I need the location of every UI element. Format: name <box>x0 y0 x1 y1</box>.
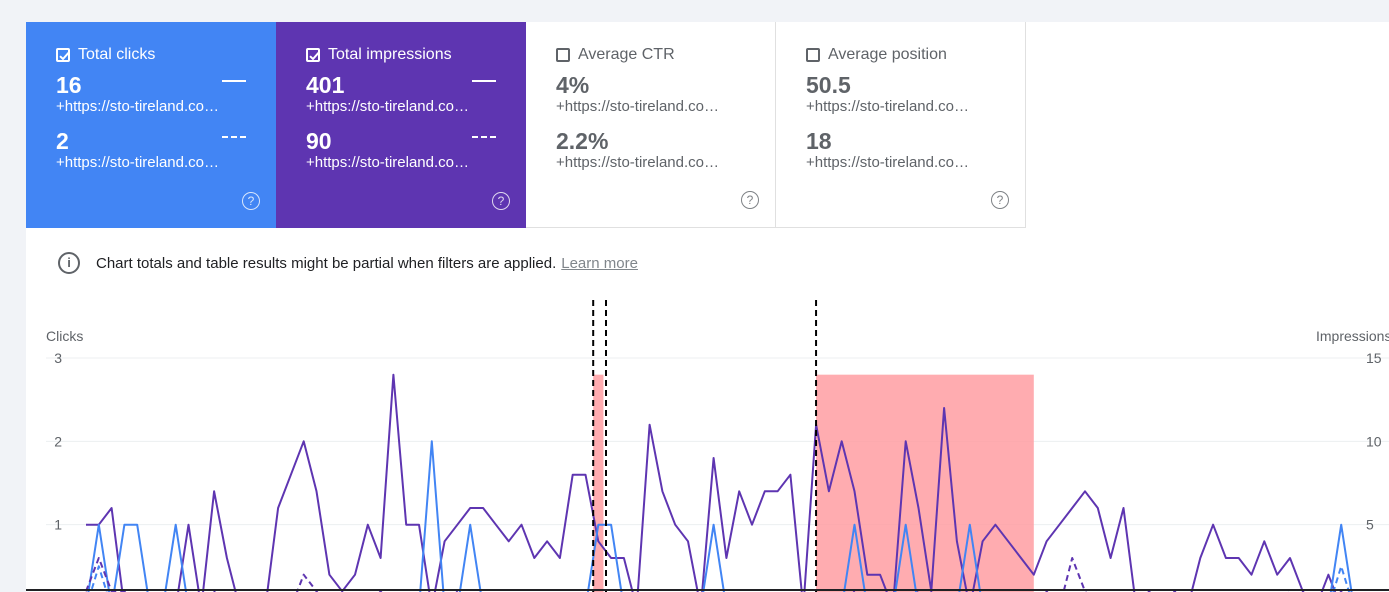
series-line-impressions-solid <box>86 373 1337 592</box>
left-tick-label: 3 <box>54 350 62 366</box>
help-icon[interactable]: ? <box>991 191 1009 209</box>
right-tick-label: 15 <box>1366 350 1382 366</box>
card-title: Total clicks <box>78 46 156 63</box>
info-icon: i <box>58 252 80 274</box>
average-ctr-card[interactable]: Average CTR 4% +https://sto-tireland.co…… <box>526 22 776 228</box>
metric-value: 50.5 <box>806 72 851 98</box>
series-line-impressions-dashed <box>85 557 1343 592</box>
learn-more-link[interactable]: Learn more <box>561 254 638 272</box>
metric-value: 16 <box>56 72 82 98</box>
average-ctr-checkbox[interactable] <box>556 48 570 62</box>
series-line-clicks-solid <box>87 440 1353 592</box>
metric-value: 18 <box>806 128 832 154</box>
performance-chart[interactable]: 1 2 3 5 10 15 <box>26 22 1389 592</box>
average-position-checkbox[interactable] <box>806 48 820 62</box>
notice-text: Chart totals and table results might be … <box>96 254 557 272</box>
metric-value: 2 <box>56 128 69 154</box>
metric-value: 2.2% <box>556 128 609 154</box>
dashed-legend-line <box>222 136 246 138</box>
total-impressions-card[interactable]: Total impressions 401 +https://sto-tirel… <box>276 22 526 228</box>
highlight-band <box>593 374 604 592</box>
total-clicks-card[interactable]: Total clicks 16 +https://sto-tireland.co… <box>26 22 276 228</box>
average-position-card[interactable]: Average position 50.5 +https://sto-tirel… <box>776 22 1026 228</box>
help-icon[interactable]: ? <box>492 192 510 210</box>
card-title: Total impressions <box>328 46 452 63</box>
dashed-legend-line <box>472 136 496 138</box>
left-tick-label: 2 <box>54 433 62 449</box>
metric-value: 401 <box>306 72 345 98</box>
left-axis-title: Clicks <box>46 328 84 344</box>
partial-results-notice: i Chart totals and table results might b… <box>58 252 638 274</box>
performance-panel: Total clicks 16 +https://sto-tireland.co… <box>26 22 1389 592</box>
help-icon[interactable]: ? <box>242 192 260 210</box>
right-tick-label: 5 <box>1366 517 1374 533</box>
solid-legend-line <box>222 80 246 82</box>
card-title: Average position <box>828 46 947 63</box>
left-tick-label: 1 <box>54 517 62 533</box>
total-clicks-checkbox[interactable] <box>56 48 70 62</box>
right-axis-title: Impressions <box>1316 328 1389 344</box>
metric-value: 4% <box>556 72 590 98</box>
card-title: Average CTR <box>578 46 675 63</box>
help-icon[interactable]: ? <box>741 191 759 209</box>
solid-legend-line <box>472 80 496 82</box>
metric-value: 90 <box>306 128 332 154</box>
total-impressions-checkbox[interactable] <box>306 48 320 62</box>
right-tick-label: 10 <box>1366 433 1382 449</box>
